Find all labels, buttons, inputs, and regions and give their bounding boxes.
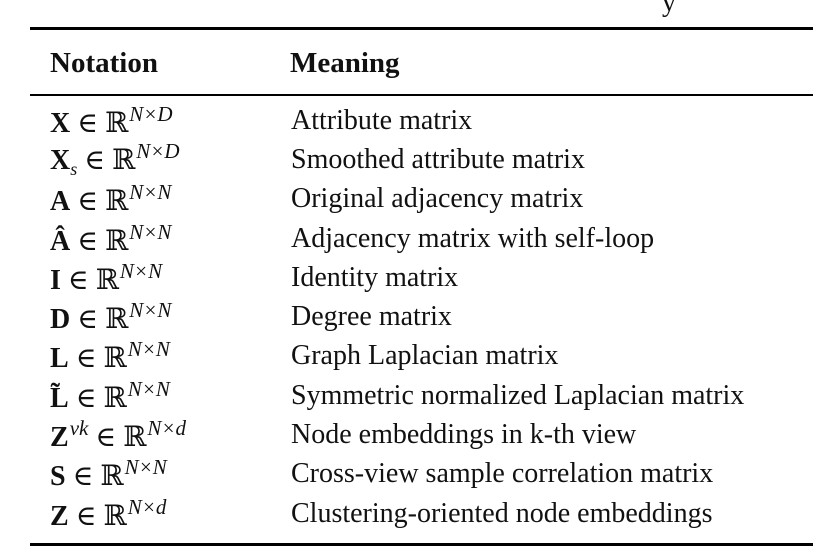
notation-cell: Zvk ∈ ℝN×d bbox=[30, 416, 290, 454]
table-row: S ∈ ℝN×N Cross-view sample correlation ma… bbox=[30, 455, 813, 494]
notation-dimension: N×D bbox=[129, 101, 173, 126]
notation-symbol: S bbox=[50, 461, 66, 493]
meaning-cell: Degree matrix bbox=[291, 301, 452, 333]
mid-rule bbox=[30, 94, 813, 96]
meaning-cell: Original adjacency matrix bbox=[291, 183, 584, 215]
meaning-cell: Clustering-oriented node embeddings bbox=[291, 497, 713, 529]
notation-cell: S ∈ ℝN×N bbox=[30, 455, 290, 493]
notation-relation: ∈ ℝ bbox=[70, 186, 129, 218]
notation-cell: Z ∈ ℝN×d bbox=[30, 495, 290, 533]
table-row: I ∈ ℝN×N Identity matrix bbox=[30, 258, 813, 297]
notation-dimension: N×D bbox=[136, 139, 180, 164]
table-row: A ∈ ℝN×N Original adjacency matrix bbox=[30, 180, 813, 219]
meaning-cell: Graph Laplacian matrix bbox=[291, 340, 559, 372]
notation-dimension: N×N bbox=[127, 337, 170, 362]
notation-relation: ∈ ℝ bbox=[65, 461, 124, 493]
table-body: X ∈ ℝN×D Attribute matrix Xs ∈ ℝN×D Smoothe… bbox=[30, 96, 813, 533]
notation-relation: ∈ ℝ bbox=[70, 304, 129, 336]
notation-dimension: N×N bbox=[129, 180, 172, 205]
table-row: X ∈ ℝN×D Attribute matrix bbox=[30, 101, 813, 140]
notation-relation: ∈ ℝ bbox=[77, 145, 136, 177]
meaning-cell: Adjacency matrix with self-loop bbox=[291, 222, 655, 254]
header-row: Notation Meaning bbox=[30, 30, 813, 80]
notation-dimension: N×N bbox=[129, 219, 172, 244]
table-row: L ∈ ℝN×N Graph Laplacian matrix bbox=[30, 337, 813, 376]
notation-symbol-superscript: vk bbox=[69, 416, 89, 441]
notation-dimension: N×d bbox=[147, 416, 187, 441]
table-row: Z ∈ ℝN×d Clustering-oriented node embeddi… bbox=[30, 494, 813, 533]
notation-dimension: N×N bbox=[124, 455, 167, 480]
meaning-cell: Symmetric normalized Laplacian matrix bbox=[291, 379, 745, 411]
notation-symbol: X bbox=[50, 107, 71, 139]
notation-subscript: s bbox=[70, 159, 78, 180]
meaning-cell: Identity matrix bbox=[291, 261, 459, 293]
table-row: Xs ∈ ℝN×D Smoothed attribute matrix bbox=[30, 139, 813, 180]
notation-relation: ∈ ℝ bbox=[70, 225, 129, 257]
notation-symbol: L̃ bbox=[50, 382, 69, 414]
table-row: D ∈ ℝN×N Degree matrix bbox=[30, 297, 813, 336]
notation-relation: ∈ ℝ bbox=[68, 500, 127, 532]
notation-relation: ∈ ℝ bbox=[60, 264, 119, 296]
notation-cell: X ∈ ℝN×D bbox=[30, 102, 290, 140]
notation-dimension: N×d bbox=[127, 494, 167, 519]
notation-relation: ∈ ℝ bbox=[70, 107, 129, 139]
notation-symbol: Â bbox=[50, 225, 71, 257]
meaning-cell: Node embeddings in k-th view bbox=[291, 419, 637, 451]
notation-relation: ∈ ℝ bbox=[68, 382, 127, 414]
notation-cell: A ∈ ℝN×N bbox=[30, 180, 290, 218]
notation-symbol: X bbox=[50, 145, 71, 177]
notation-cell: D ∈ ℝN×N bbox=[30, 298, 290, 336]
table-row: Â ∈ ℝN×N Adjacency matrix with self-loop bbox=[30, 219, 813, 258]
meaning-cell: Attribute matrix bbox=[291, 104, 473, 136]
meaning-cell: Cross-view sample correlation matrix bbox=[291, 458, 714, 490]
notation-dimension: N×N bbox=[127, 376, 170, 401]
notation-relation: ∈ ℝ bbox=[68, 343, 127, 375]
header-meaning: Meaning bbox=[290, 47, 400, 79]
notation-dimension: N×N bbox=[129, 298, 172, 323]
header-notation: Notation bbox=[50, 47, 158, 79]
table-row: Zvk ∈ ℝN×d Node embeddings in k-th view bbox=[30, 415, 813, 454]
notation-cell: Â ∈ ℝN×N bbox=[30, 220, 290, 258]
notation-symbol: L bbox=[50, 343, 69, 375]
meaning-cell: Smoothed attribute matrix bbox=[291, 143, 585, 175]
notation-symbol: Z bbox=[50, 500, 69, 532]
notation-symbol: I bbox=[50, 264, 61, 296]
notation-symbol: D bbox=[50, 304, 71, 336]
notation-symbol: A bbox=[50, 186, 71, 218]
notation-cell: L̃ ∈ ℝN×N bbox=[30, 377, 290, 415]
notation-relation: ∈ ℝ bbox=[88, 422, 147, 454]
bottom-rule bbox=[30, 543, 813, 547]
caption-fragment: y bbox=[662, 0, 676, 18]
notation-dimension: N×N bbox=[119, 258, 163, 283]
top-rule bbox=[30, 27, 813, 30]
notation-symbol: Z bbox=[50, 422, 69, 454]
notation-cell: L ∈ ℝN×N bbox=[30, 337, 290, 375]
table-row: L̃ ∈ ℝN×N Symmetric normalized Laplacian … bbox=[30, 376, 813, 415]
notation-table: Notation Meaning X ∈ ℝN×D Attribute matri… bbox=[30, 27, 813, 547]
notation-cell: Xs ∈ ℝN×D bbox=[30, 139, 290, 180]
notation-cell: I ∈ ℝN×N bbox=[30, 259, 290, 297]
